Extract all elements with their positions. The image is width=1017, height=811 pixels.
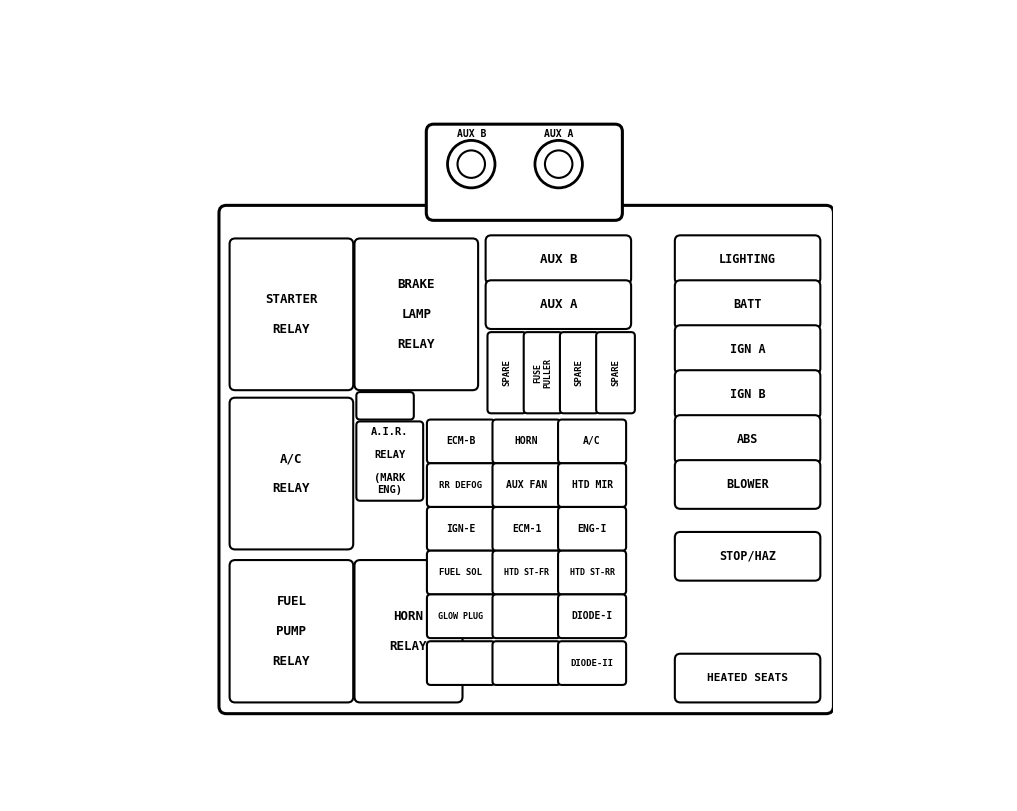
Text: A.I.R.

RELAY

(MARK
ENG): A.I.R. RELAY (MARK ENG) — [371, 427, 409, 495]
FancyBboxPatch shape — [675, 281, 821, 329]
FancyBboxPatch shape — [558, 642, 626, 685]
FancyBboxPatch shape — [427, 594, 495, 638]
FancyBboxPatch shape — [675, 460, 821, 508]
FancyBboxPatch shape — [427, 463, 495, 507]
Text: BATT: BATT — [733, 298, 762, 311]
FancyBboxPatch shape — [492, 507, 560, 551]
FancyBboxPatch shape — [558, 507, 626, 551]
Text: ECM-B: ECM-B — [446, 436, 476, 446]
FancyBboxPatch shape — [219, 205, 834, 714]
Circle shape — [535, 140, 583, 188]
FancyBboxPatch shape — [427, 551, 495, 594]
FancyBboxPatch shape — [558, 594, 626, 638]
Text: FUEL SOL: FUEL SOL — [439, 568, 482, 577]
Text: A/C

RELAY: A/C RELAY — [273, 452, 310, 495]
FancyBboxPatch shape — [675, 532, 821, 581]
FancyBboxPatch shape — [492, 551, 560, 594]
Text: HORN: HORN — [515, 436, 538, 446]
FancyBboxPatch shape — [230, 238, 353, 390]
Text: SPARE: SPARE — [502, 359, 512, 386]
Text: IGN B: IGN B — [730, 388, 766, 401]
FancyBboxPatch shape — [355, 238, 478, 390]
Text: A/C: A/C — [584, 436, 601, 446]
Text: DIODE-II: DIODE-II — [571, 659, 613, 667]
Text: IGN-E: IGN-E — [446, 524, 476, 534]
Text: AUX FAN: AUX FAN — [506, 480, 547, 490]
Circle shape — [545, 150, 573, 178]
FancyBboxPatch shape — [487, 333, 526, 414]
FancyBboxPatch shape — [558, 463, 626, 507]
FancyBboxPatch shape — [560, 333, 599, 414]
Text: SPARE: SPARE — [611, 359, 620, 386]
Text: FUSE
PULLER: FUSE PULLER — [533, 358, 553, 388]
Text: DIODE-I: DIODE-I — [572, 611, 612, 621]
Text: ECM-1: ECM-1 — [512, 524, 541, 534]
Text: STARTER

RELAY: STARTER RELAY — [265, 293, 317, 336]
Text: STOP/HAZ: STOP/HAZ — [719, 550, 776, 563]
Text: BRAKE

LAMP

RELAY: BRAKE LAMP RELAY — [398, 278, 435, 351]
FancyBboxPatch shape — [596, 333, 635, 414]
Text: AUX B: AUX B — [457, 128, 486, 139]
Text: HORN

RELAY: HORN RELAY — [390, 610, 427, 653]
Text: HTD ST-RR: HTD ST-RR — [570, 568, 614, 577]
FancyBboxPatch shape — [356, 392, 414, 419]
FancyBboxPatch shape — [486, 235, 632, 284]
FancyBboxPatch shape — [492, 594, 560, 638]
Text: SPARE: SPARE — [575, 359, 584, 386]
FancyBboxPatch shape — [492, 419, 560, 463]
FancyBboxPatch shape — [675, 654, 821, 702]
FancyBboxPatch shape — [675, 370, 821, 419]
Text: BLOWER: BLOWER — [726, 478, 769, 491]
Text: LIGHTING: LIGHTING — [719, 253, 776, 266]
FancyBboxPatch shape — [486, 281, 632, 329]
Text: AUX A: AUX A — [540, 298, 577, 311]
FancyBboxPatch shape — [426, 124, 622, 221]
Text: AUX A: AUX A — [544, 128, 574, 139]
Text: IGN A: IGN A — [730, 343, 766, 356]
Circle shape — [447, 140, 495, 188]
FancyBboxPatch shape — [427, 419, 495, 463]
FancyBboxPatch shape — [427, 642, 495, 685]
FancyBboxPatch shape — [675, 325, 821, 374]
FancyBboxPatch shape — [230, 560, 353, 702]
FancyBboxPatch shape — [558, 419, 626, 463]
FancyBboxPatch shape — [230, 397, 353, 549]
FancyBboxPatch shape — [492, 642, 560, 685]
FancyBboxPatch shape — [524, 333, 562, 414]
Text: ENG-I: ENG-I — [578, 524, 607, 534]
FancyBboxPatch shape — [355, 560, 463, 702]
Text: FUEL

PUMP

RELAY: FUEL PUMP RELAY — [273, 594, 310, 667]
Text: RR DEFOG: RR DEFOG — [439, 481, 482, 490]
FancyBboxPatch shape — [558, 551, 626, 594]
Circle shape — [458, 150, 485, 178]
FancyBboxPatch shape — [675, 235, 821, 284]
Text: HTD ST-FR: HTD ST-FR — [504, 568, 549, 577]
Text: HEATED SEATS: HEATED SEATS — [707, 673, 788, 683]
Text: ABS: ABS — [737, 433, 759, 446]
FancyBboxPatch shape — [427, 507, 495, 551]
Text: GLOW PLUG: GLOW PLUG — [438, 611, 483, 620]
FancyBboxPatch shape — [492, 463, 560, 507]
Bar — [443, 204, 605, 216]
Text: HTD MIR: HTD MIR — [572, 480, 612, 490]
Bar — [443, 207, 605, 216]
FancyBboxPatch shape — [356, 422, 423, 500]
FancyBboxPatch shape — [675, 415, 821, 464]
Text: AUX B: AUX B — [540, 253, 577, 266]
